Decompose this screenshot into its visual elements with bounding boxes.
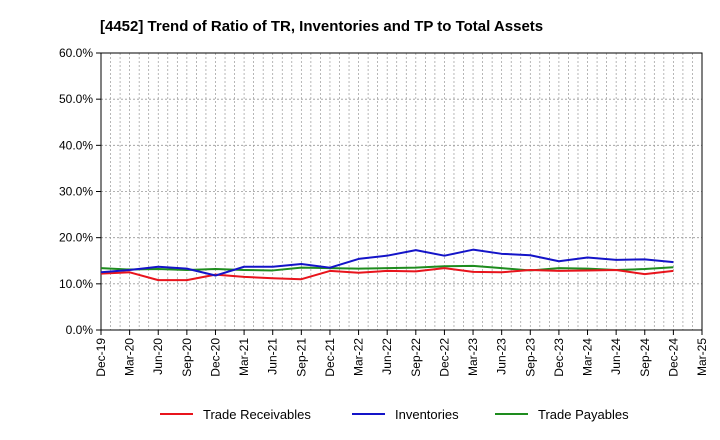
legend: Trade Receivables Inventories Trade Payabl… [160, 407, 629, 422]
x-tick-label: Sep-24 [638, 338, 652, 377]
y-tick-label: 30.0% [59, 185, 93, 199]
legend-label: Inventories [395, 407, 459, 422]
x-tick-label: Mar-20 [123, 338, 137, 376]
series-lines [100, 248, 674, 282]
x-tick-label: Dec-19 [94, 338, 108, 377]
x-tick-label: Dec-21 [323, 338, 337, 377]
y-tick-label: 60.0% [59, 46, 93, 60]
x-tick-label: Mar-24 [581, 338, 595, 376]
y-tick-label: 20.0% [59, 231, 93, 245]
legend-item-trade-payables: Trade Payables [495, 407, 629, 422]
x-tick-label: Dec-23 [552, 338, 566, 377]
legend-item-trade-receivables: Trade Receivables [160, 407, 311, 422]
x-tick-label: Mar-23 [466, 338, 480, 376]
x-tick-label: Jun-24 [609, 338, 623, 375]
x-tick-label: Sep-23 [523, 338, 537, 377]
x-tick-label: Jun-22 [380, 338, 394, 375]
y-tick-label: 50.0% [59, 92, 93, 106]
y-tick-label: 0.0% [66, 323, 94, 337]
y-axis-tick-labels: 0.0% 10.0% 20.0% 30.0% 40.0% 50.0% 60.0% [59, 46, 93, 337]
x-tick-label: Dec-24 [666, 338, 680, 377]
series-line-trade-receivables [100, 267, 674, 282]
legend-item-inventories: Inventories [352, 407, 459, 422]
axes [96, 52, 703, 335]
grid-lines [101, 53, 702, 330]
x-tick-label: Sep-20 [180, 338, 194, 377]
y-tick-label: 40.0% [59, 138, 93, 152]
legend-label: Trade Receivables [203, 407, 311, 422]
y-tick-label: 10.0% [59, 277, 93, 291]
x-tick-label: Jun-23 [495, 338, 509, 375]
series-line-inventories [100, 248, 674, 277]
series-line-trade-payables [100, 264, 674, 272]
legend-label: Trade Payables [538, 407, 629, 422]
x-tick-label: Sep-21 [294, 338, 308, 377]
x-tick-label: Jun-20 [151, 338, 165, 375]
x-tick-label: Dec-22 [437, 338, 451, 377]
x-tick-label: Jun-21 [266, 338, 280, 375]
x-tick-label: Mar-22 [352, 338, 366, 376]
x-tick-label: Mar-25 [695, 338, 709, 376]
x-tick-label: Mar-21 [237, 338, 251, 376]
x-tick-label: Dec-20 [208, 338, 222, 377]
x-tick-label: Sep-22 [409, 338, 423, 377]
chart-title: [4452] Trend of Ratio of TR, Inventories… [100, 18, 543, 35]
x-axis-tick-labels: Dec-19 Mar-20 Jun-20 Sep-20 Dec-20 Mar-21 Jun-… [94, 338, 709, 377]
